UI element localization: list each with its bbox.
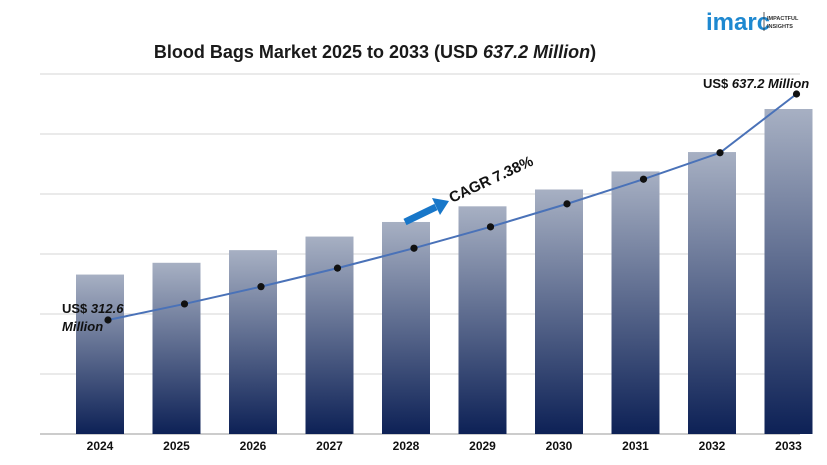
bar-2031 [611,171,660,434]
x-tick-label: 2028 [393,439,420,453]
imarc-logo: imarc IMPACTFUL INSIGHTS [706,9,799,36]
trend-line [104,90,801,324]
x-tick-label: 2032 [699,439,726,453]
x-tick-label: 2029 [469,439,496,453]
trend-point [410,244,418,252]
chart-title: Blood Bags Market 2025 to 2033 (USD 637.… [154,42,596,62]
start-value-unit: Million [62,319,103,334]
trend-polyline [107,93,798,321]
x-tick-label: 2024 [87,439,114,453]
end-value-annotation: US$ 637.2 Million [703,76,809,91]
x-tick-label: 2027 [316,439,343,453]
trend-point [639,175,648,183]
x-axis-labels: 2024 2025 2026 2027 2028 2029 2030 2031 2032 2033 [87,439,803,453]
trend-point [257,283,265,291]
x-tick-label: 2025 [163,439,190,453]
svg-text:IMPACTFUL: IMPACTFUL [767,16,799,22]
svg-text:imarc: imarc [706,9,770,36]
svg-text:INSIGHTS: INSIGHTS [767,24,793,30]
bar-2029 [458,206,507,434]
trend-point [180,300,189,308]
trend-point [563,200,571,208]
bar-2030 [535,189,583,434]
trend-point [486,223,495,231]
trend-point [104,316,112,324]
x-tick-label: 2030 [546,439,573,453]
bars [76,109,813,434]
x-tick-label: 2026 [240,439,267,453]
bar-2026 [229,250,277,434]
bar-2033 [764,109,813,434]
bar-2024 [76,274,124,434]
trend-point [333,264,342,272]
x-tick-label: 2033 [775,439,802,453]
trend-point [792,90,801,98]
trend-point [716,149,724,157]
start-value-annotation: US$ 312.6 [62,301,124,316]
bar-2028 [382,221,430,434]
cagr-arrow-icon [403,198,449,226]
cagr-label: CAGR 7.38% [447,153,537,207]
bar-2032 [688,152,736,434]
bar-2025 [152,262,201,434]
x-tick-label: 2031 [622,439,649,453]
